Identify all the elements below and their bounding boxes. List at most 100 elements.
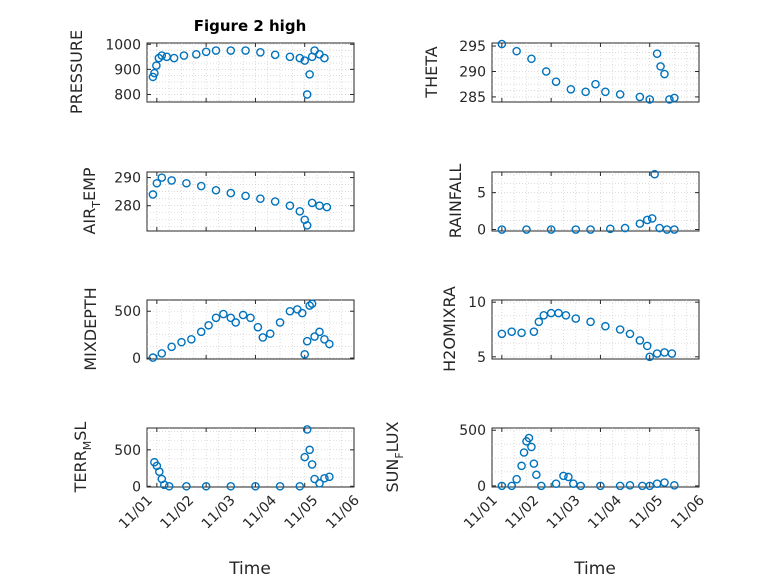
axes-frame [491,171,700,232]
data-point [571,314,581,323]
data-point [302,425,312,434]
data-point [320,335,329,344]
data-point [527,54,536,64]
data-point [512,474,521,484]
y-tick-label: 0 [477,479,486,495]
data-point [302,90,312,99]
data-point [576,481,586,491]
data-point [559,471,568,481]
data-point [148,72,158,82]
x-tick-label: 11/05 [627,493,667,533]
x-tick-label: 11/04 [585,492,625,532]
data-point [529,459,539,468]
data-point [615,481,625,491]
data-point [635,92,645,102]
data-point [226,188,236,198]
data-point [667,349,677,358]
data-point [167,176,176,185]
data-point [320,53,329,63]
data-point [231,318,241,327]
data-point [536,481,546,491]
data-point [534,317,544,327]
data-point [645,95,655,104]
data-point [320,473,329,483]
x-tick-label: 11/01 [461,493,501,533]
data-point [586,225,595,234]
y-axis-label: PRESSURE [67,30,86,114]
y-tick-label: 1000 [105,37,141,53]
data-point [256,47,265,57]
data-point [152,61,161,70]
y-tick-label: 500 [114,304,141,320]
data-point [517,328,526,338]
data-point [656,62,665,71]
data-point [310,474,319,484]
data-point [251,481,260,491]
data-point [219,309,228,319]
data-point [157,51,167,60]
data-point [196,327,206,337]
data-point [507,327,517,336]
data-point [307,460,317,469]
data-point [497,39,507,49]
data-point [270,50,280,60]
data-point [226,313,236,323]
x-tick-label: 11/03 [544,493,584,533]
data-point [196,181,206,191]
data-point [561,310,571,320]
label-rest: LUX [383,421,402,452]
y-tick-label: 10 [468,295,486,311]
data-point [295,53,305,63]
data-point [241,191,250,201]
data-point [539,310,549,320]
data-point [325,339,334,349]
y-tick-label: 0 [477,223,486,239]
data-point [601,87,610,97]
y-tick-label: 900 [114,62,141,78]
data-point [307,198,317,208]
data-point [270,197,280,206]
data-point [246,313,255,323]
data-point [191,49,201,59]
data-point [211,313,221,323]
data-point [305,70,314,79]
data-point [169,53,179,63]
data-point [647,214,657,223]
data-point [297,308,307,318]
y-tick-label: 280 [114,199,141,215]
y-tick-label: 5 [477,186,486,202]
label-main: TERR [71,450,90,493]
data-point [322,202,332,212]
data-point [635,336,645,345]
data-point [625,481,635,490]
chart-title: Figure 2 high [194,17,307,35]
data-point [660,478,669,487]
x-axis-label-right: Time [573,559,616,579]
data-point [642,341,652,351]
data-point [652,49,662,58]
label-rest: EMP [80,167,99,201]
axes-frame [146,427,355,488]
y-tick-label: 5 [477,350,486,366]
x-tick-label: 11/04 [240,492,280,532]
data-point [150,68,159,78]
data-point [159,480,169,490]
x-tick-label: 11/03 [199,493,239,533]
data-point [305,445,314,455]
data-point [148,190,158,199]
data-point [148,353,158,362]
data-point [596,481,605,491]
data-point [258,333,268,342]
y-tick-label: 0 [132,479,141,495]
data-point [152,178,162,188]
data-point [295,207,305,216]
data-point [586,317,595,327]
data-point [157,173,167,182]
x-tick-label: 11/02 [502,493,542,533]
data-point [571,225,581,234]
y-tick-label: 290 [459,64,486,80]
y-tick-label: 295 [459,39,486,55]
x-tick-label: 11/01 [116,493,156,533]
y-tick-label: 500 [114,443,141,459]
y-tick-label: 800 [114,87,141,103]
